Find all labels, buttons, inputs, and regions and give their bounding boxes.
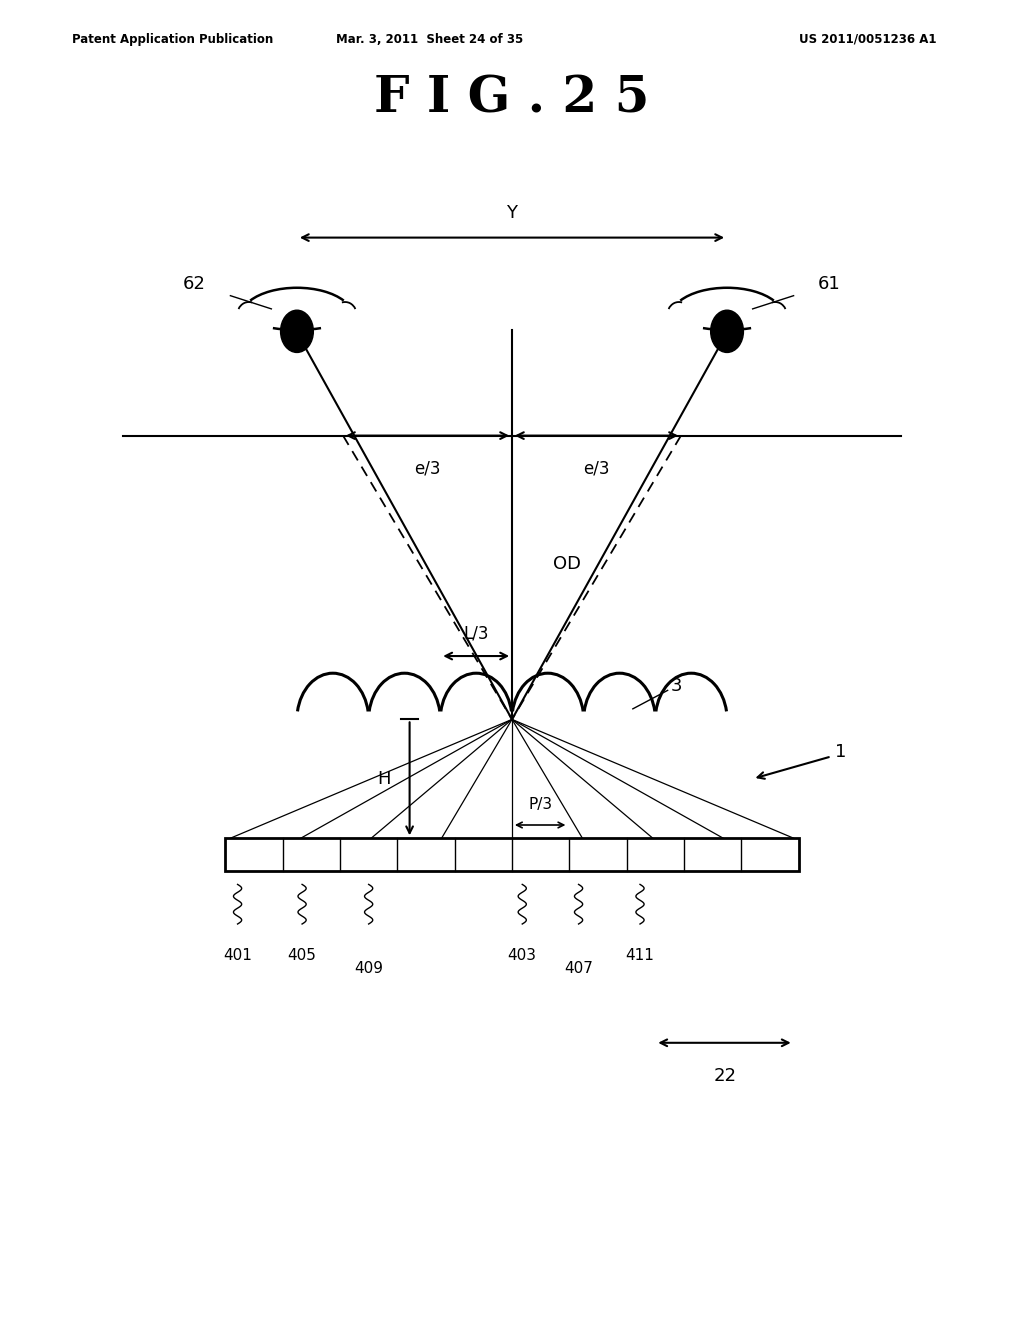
Bar bbox=[225, 838, 799, 871]
Text: Patent Application Publication: Patent Application Publication bbox=[72, 33, 273, 46]
Text: 3: 3 bbox=[671, 677, 682, 696]
Text: 22: 22 bbox=[714, 1067, 736, 1085]
Text: 405: 405 bbox=[288, 948, 316, 962]
Text: US 2011/0051236 A1: US 2011/0051236 A1 bbox=[799, 33, 936, 46]
Text: e/3: e/3 bbox=[415, 459, 440, 478]
Text: OD: OD bbox=[553, 556, 581, 573]
Text: F I G . 2 5: F I G . 2 5 bbox=[375, 74, 649, 124]
Text: 411: 411 bbox=[626, 948, 654, 962]
Text: H: H bbox=[377, 770, 391, 788]
Text: 407: 407 bbox=[564, 961, 593, 975]
Text: 409: 409 bbox=[354, 961, 383, 975]
Text: Mar. 3, 2011  Sheet 24 of 35: Mar. 3, 2011 Sheet 24 of 35 bbox=[337, 33, 523, 46]
Circle shape bbox=[281, 310, 313, 352]
Text: 401: 401 bbox=[223, 948, 252, 962]
Text: 61: 61 bbox=[818, 275, 841, 293]
Text: 62: 62 bbox=[183, 275, 206, 293]
Text: Y: Y bbox=[507, 203, 517, 222]
Text: P/3: P/3 bbox=[528, 797, 553, 812]
Text: e/3: e/3 bbox=[584, 459, 609, 478]
Text: 403: 403 bbox=[508, 948, 537, 962]
Text: L/3: L/3 bbox=[464, 624, 488, 643]
Text: 1: 1 bbox=[835, 743, 846, 762]
Circle shape bbox=[711, 310, 743, 352]
